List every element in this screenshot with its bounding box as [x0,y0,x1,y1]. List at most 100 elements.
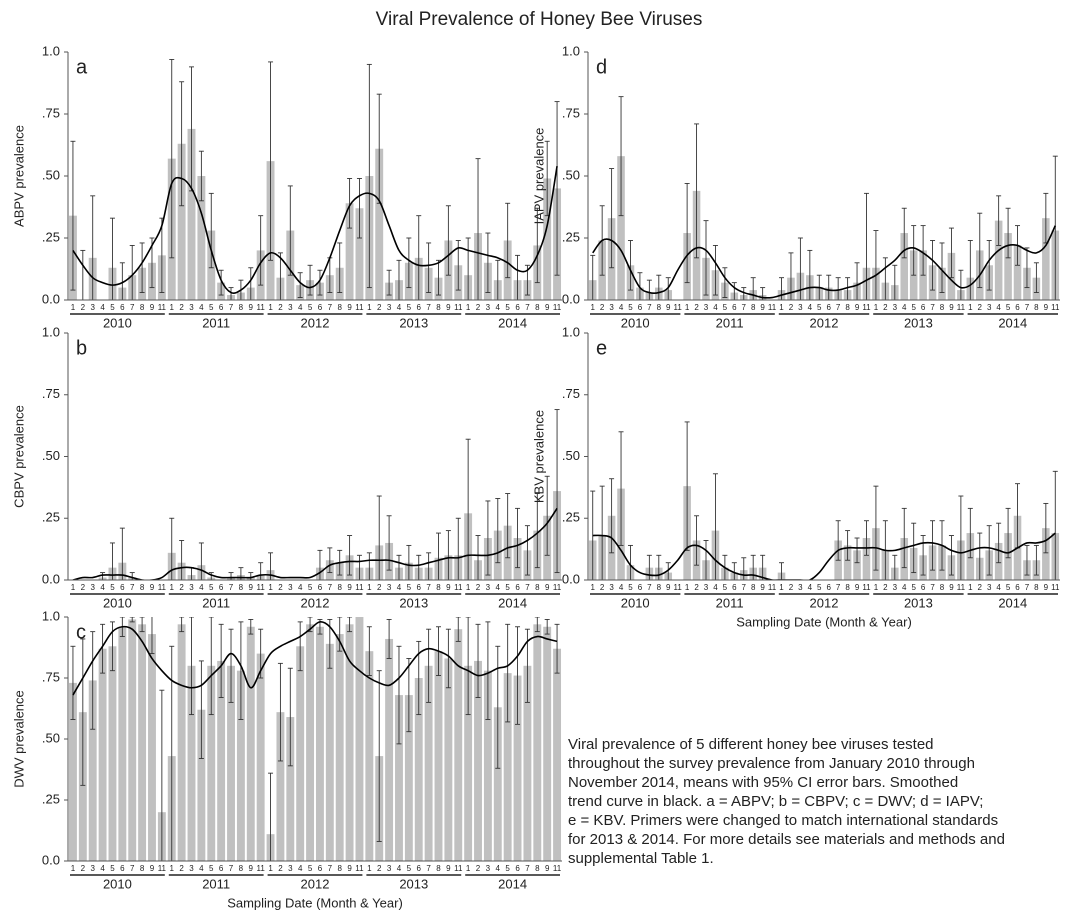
year-label: 2010 [103,876,132,891]
error-bar [169,645,175,861]
bar [503,673,512,861]
month-label: 6 [219,583,224,592]
year-label: 2014 [498,595,527,610]
month-label: 4 [996,583,1001,592]
bar [385,638,394,861]
error-bar [347,178,353,229]
month-label: 3 [486,303,491,312]
month-label: 6 [1015,303,1020,312]
month-label: 4 [199,583,204,592]
month-label: 9 [545,864,550,873]
error-bar [465,617,471,716]
y-tick-label: 0.0 [42,291,60,306]
month-label: 2 [278,864,283,873]
bar [395,695,403,861]
bar [128,619,137,861]
error-bar [609,168,615,269]
y-tick-label: .50 [562,167,580,182]
year-label: 2011 [202,595,230,610]
caption-line: for 2013 & 2014. For more details see ma… [568,831,1005,848]
bar [1013,245,1022,300]
bar [207,665,216,861]
error-bar [554,623,560,674]
bar [483,670,492,861]
error-bar [436,532,441,580]
error-bar [534,207,540,284]
month-label: 11 [355,303,364,312]
month-label: 9 [446,583,451,592]
month-label: 5 [628,303,633,312]
error-bar [854,537,860,564]
error-bar [996,522,1002,564]
month-label: 8 [535,303,540,312]
month-label: 8 [535,864,540,873]
month-label: 5 [209,864,214,873]
month-label: 11 [768,583,777,592]
error-bar [70,140,76,291]
error-bar [505,623,511,723]
y-tick-label: .75 [562,386,580,401]
month-label: 1 [590,303,595,312]
year-label: 2014 [498,315,527,330]
error-bar [1043,502,1049,554]
month-label: 4 [496,583,501,592]
month-label: 3 [189,864,194,873]
month-label: 3 [893,303,898,312]
month-label: 5 [407,303,412,312]
y-tick-label: .25 [562,229,580,244]
error-bar [287,185,293,276]
error-bar [750,277,756,300]
month-label: 7 [836,583,841,592]
error-bar [465,438,471,580]
bar [325,643,334,861]
month-label: 4 [397,583,402,592]
year-label: 2013 [399,595,428,610]
error-bar [665,277,671,300]
bar [227,665,235,861]
bar [177,143,186,300]
bar [197,176,206,300]
panel-letter: e [596,337,607,359]
year-label: 2011 [202,876,230,891]
bar [375,148,384,300]
month-label: 6 [318,864,323,873]
month-label: 11 [1051,583,1060,592]
month-label: 9 [249,864,254,873]
error-bar [386,269,392,296]
bar [404,695,413,861]
error-bar [109,217,115,300]
error-bar [90,195,96,300]
error-bar [455,617,461,642]
month-label: 4 [100,583,105,592]
x-axis-label: Sampling Date (Month & Year) [227,895,403,910]
month-label: 7 [525,583,530,592]
month-label: 7 [130,583,135,592]
month-label: 7 [930,583,935,592]
bar [424,665,433,861]
bar [543,626,552,861]
error-bar [986,240,992,291]
error-bar [977,532,983,580]
bar [843,545,852,580]
error-bar [297,272,303,298]
month-label: 7 [229,864,234,873]
bar [355,208,364,300]
month-label: 8 [140,303,145,312]
month-label: 9 [249,583,254,592]
error-bar [109,621,115,672]
bar [1004,233,1012,300]
month-label: 6 [921,583,926,592]
month-label: 6 [638,303,643,312]
month-label: 4 [808,303,813,312]
bar [853,550,861,580]
month-label: 5 [308,303,313,312]
y-tick-label: .50 [562,448,580,463]
month-label: 8 [337,303,342,312]
month-label: 9 [150,864,155,873]
error-bar [694,123,700,259]
month-label: 8 [751,583,756,592]
error-bar [554,101,560,276]
error-bar [779,277,785,300]
month-label: 4 [100,864,105,873]
month-label: 7 [930,303,935,312]
